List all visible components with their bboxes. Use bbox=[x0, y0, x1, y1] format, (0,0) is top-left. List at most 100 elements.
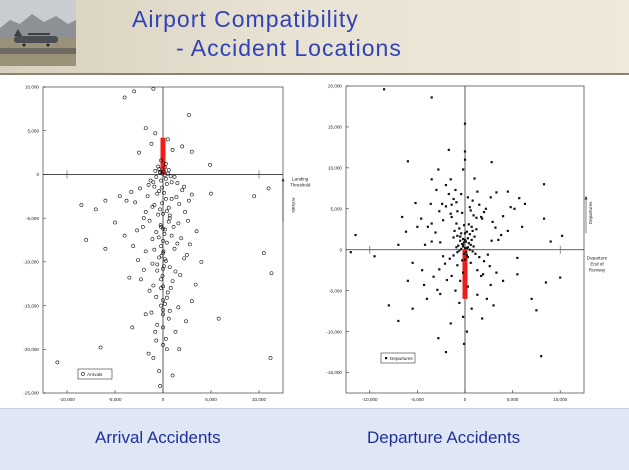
data-point bbox=[472, 214, 475, 217]
data-point bbox=[454, 188, 457, 192]
data-point bbox=[516, 256, 519, 260]
data-point bbox=[55, 360, 60, 365]
data-point bbox=[189, 149, 194, 154]
data-point bbox=[172, 246, 177, 251]
title-block: Airport Compatibility - Accident Locatio… bbox=[0, 0, 629, 74]
y-tick-label: -10,000 bbox=[326, 329, 342, 334]
data-point bbox=[170, 148, 175, 152]
data-point bbox=[463, 246, 467, 250]
data-point bbox=[461, 237, 465, 241]
data-point bbox=[426, 225, 429, 228]
data-point bbox=[466, 256, 469, 259]
data-point bbox=[495, 271, 498, 274]
data-point bbox=[122, 95, 127, 100]
data-point bbox=[162, 231, 167, 236]
data-point bbox=[441, 202, 444, 205]
data-point bbox=[138, 186, 142, 191]
data-point bbox=[461, 168, 465, 171]
data-point bbox=[476, 190, 479, 193]
data-point bbox=[456, 210, 459, 213]
data-point bbox=[189, 192, 194, 197]
data-point bbox=[459, 239, 462, 242]
data-point bbox=[149, 310, 154, 315]
data-point bbox=[475, 228, 478, 231]
data-point bbox=[160, 273, 165, 278]
data-point bbox=[151, 180, 156, 185]
legend-box bbox=[380, 352, 416, 364]
data-point bbox=[349, 251, 352, 254]
legend-box bbox=[77, 368, 113, 380]
x-tick-label: 0 bbox=[162, 397, 165, 402]
data-point bbox=[79, 203, 84, 207]
data-point bbox=[452, 254, 455, 257]
y-tick-label: 5,000 bbox=[331, 207, 343, 212]
data-point bbox=[458, 301, 461, 305]
data-point bbox=[430, 178, 433, 181]
data-point bbox=[269, 271, 274, 276]
data-point bbox=[159, 277, 163, 282]
data-point bbox=[465, 254, 469, 257]
x-tick-label: 5,000 bbox=[507, 397, 519, 402]
data-point bbox=[139, 277, 143, 282]
annotation-threshold: Threshold bbox=[290, 182, 311, 187]
data-point bbox=[406, 160, 409, 163]
data-point bbox=[464, 240, 468, 243]
data-point bbox=[465, 230, 469, 233]
data-point bbox=[437, 337, 440, 340]
data-point bbox=[164, 182, 169, 186]
data-point bbox=[447, 148, 450, 151]
y-tick-label: 15,000 bbox=[328, 125, 342, 130]
data-point bbox=[486, 253, 489, 256]
data-point bbox=[373, 255, 376, 258]
page-title-line-1: Airport Compatibility bbox=[132, 6, 359, 32]
data-point bbox=[124, 198, 129, 203]
data-point bbox=[175, 181, 180, 186]
data-point bbox=[164, 240, 169, 245]
data-point bbox=[122, 233, 127, 238]
data-point bbox=[397, 319, 400, 323]
data-point bbox=[455, 222, 458, 225]
data-point bbox=[146, 351, 151, 356]
data-point bbox=[184, 319, 188, 324]
data-point bbox=[401, 215, 404, 219]
data-point bbox=[414, 201, 417, 205]
data-point bbox=[452, 197, 455, 201]
data-point bbox=[152, 184, 157, 189]
data-point bbox=[163, 227, 167, 232]
data-point bbox=[161, 298, 165, 303]
data-point bbox=[453, 229, 456, 233]
data-point bbox=[458, 227, 461, 230]
data-point bbox=[162, 190, 166, 195]
data-point bbox=[151, 86, 156, 91]
data-point bbox=[457, 244, 460, 247]
data-point bbox=[261, 251, 266, 256]
data-point bbox=[461, 211, 464, 214]
data-point bbox=[559, 276, 562, 279]
data-point bbox=[154, 230, 159, 235]
data-point bbox=[179, 236, 184, 241]
data-point bbox=[160, 171, 164, 176]
data-point bbox=[521, 225, 524, 228]
airplane-icon bbox=[14, 29, 58, 47]
header-banner: Airport Compatibility - Accident Locatio… bbox=[0, 0, 629, 74]
data-point bbox=[411, 261, 414, 264]
data-point bbox=[462, 224, 466, 227]
data-point bbox=[459, 279, 462, 282]
data-point bbox=[113, 220, 117, 225]
y-tick-label: -15,000 bbox=[326, 370, 342, 375]
data-point bbox=[163, 257, 167, 262]
data-point bbox=[129, 190, 134, 194]
data-point bbox=[468, 248, 471, 251]
data-point bbox=[482, 260, 486, 263]
data-point bbox=[182, 256, 187, 261]
data-point bbox=[143, 126, 148, 130]
data-point bbox=[168, 286, 173, 290]
x-tick-label: -10,000 bbox=[362, 397, 378, 402]
y-tick-label: -5,000 bbox=[26, 216, 39, 221]
data-point bbox=[406, 279, 409, 282]
data-point bbox=[489, 196, 492, 199]
data-point bbox=[425, 297, 429, 300]
legend-label: Departures bbox=[390, 356, 413, 361]
data-point bbox=[430, 222, 433, 225]
caption-bar bbox=[0, 408, 629, 470]
